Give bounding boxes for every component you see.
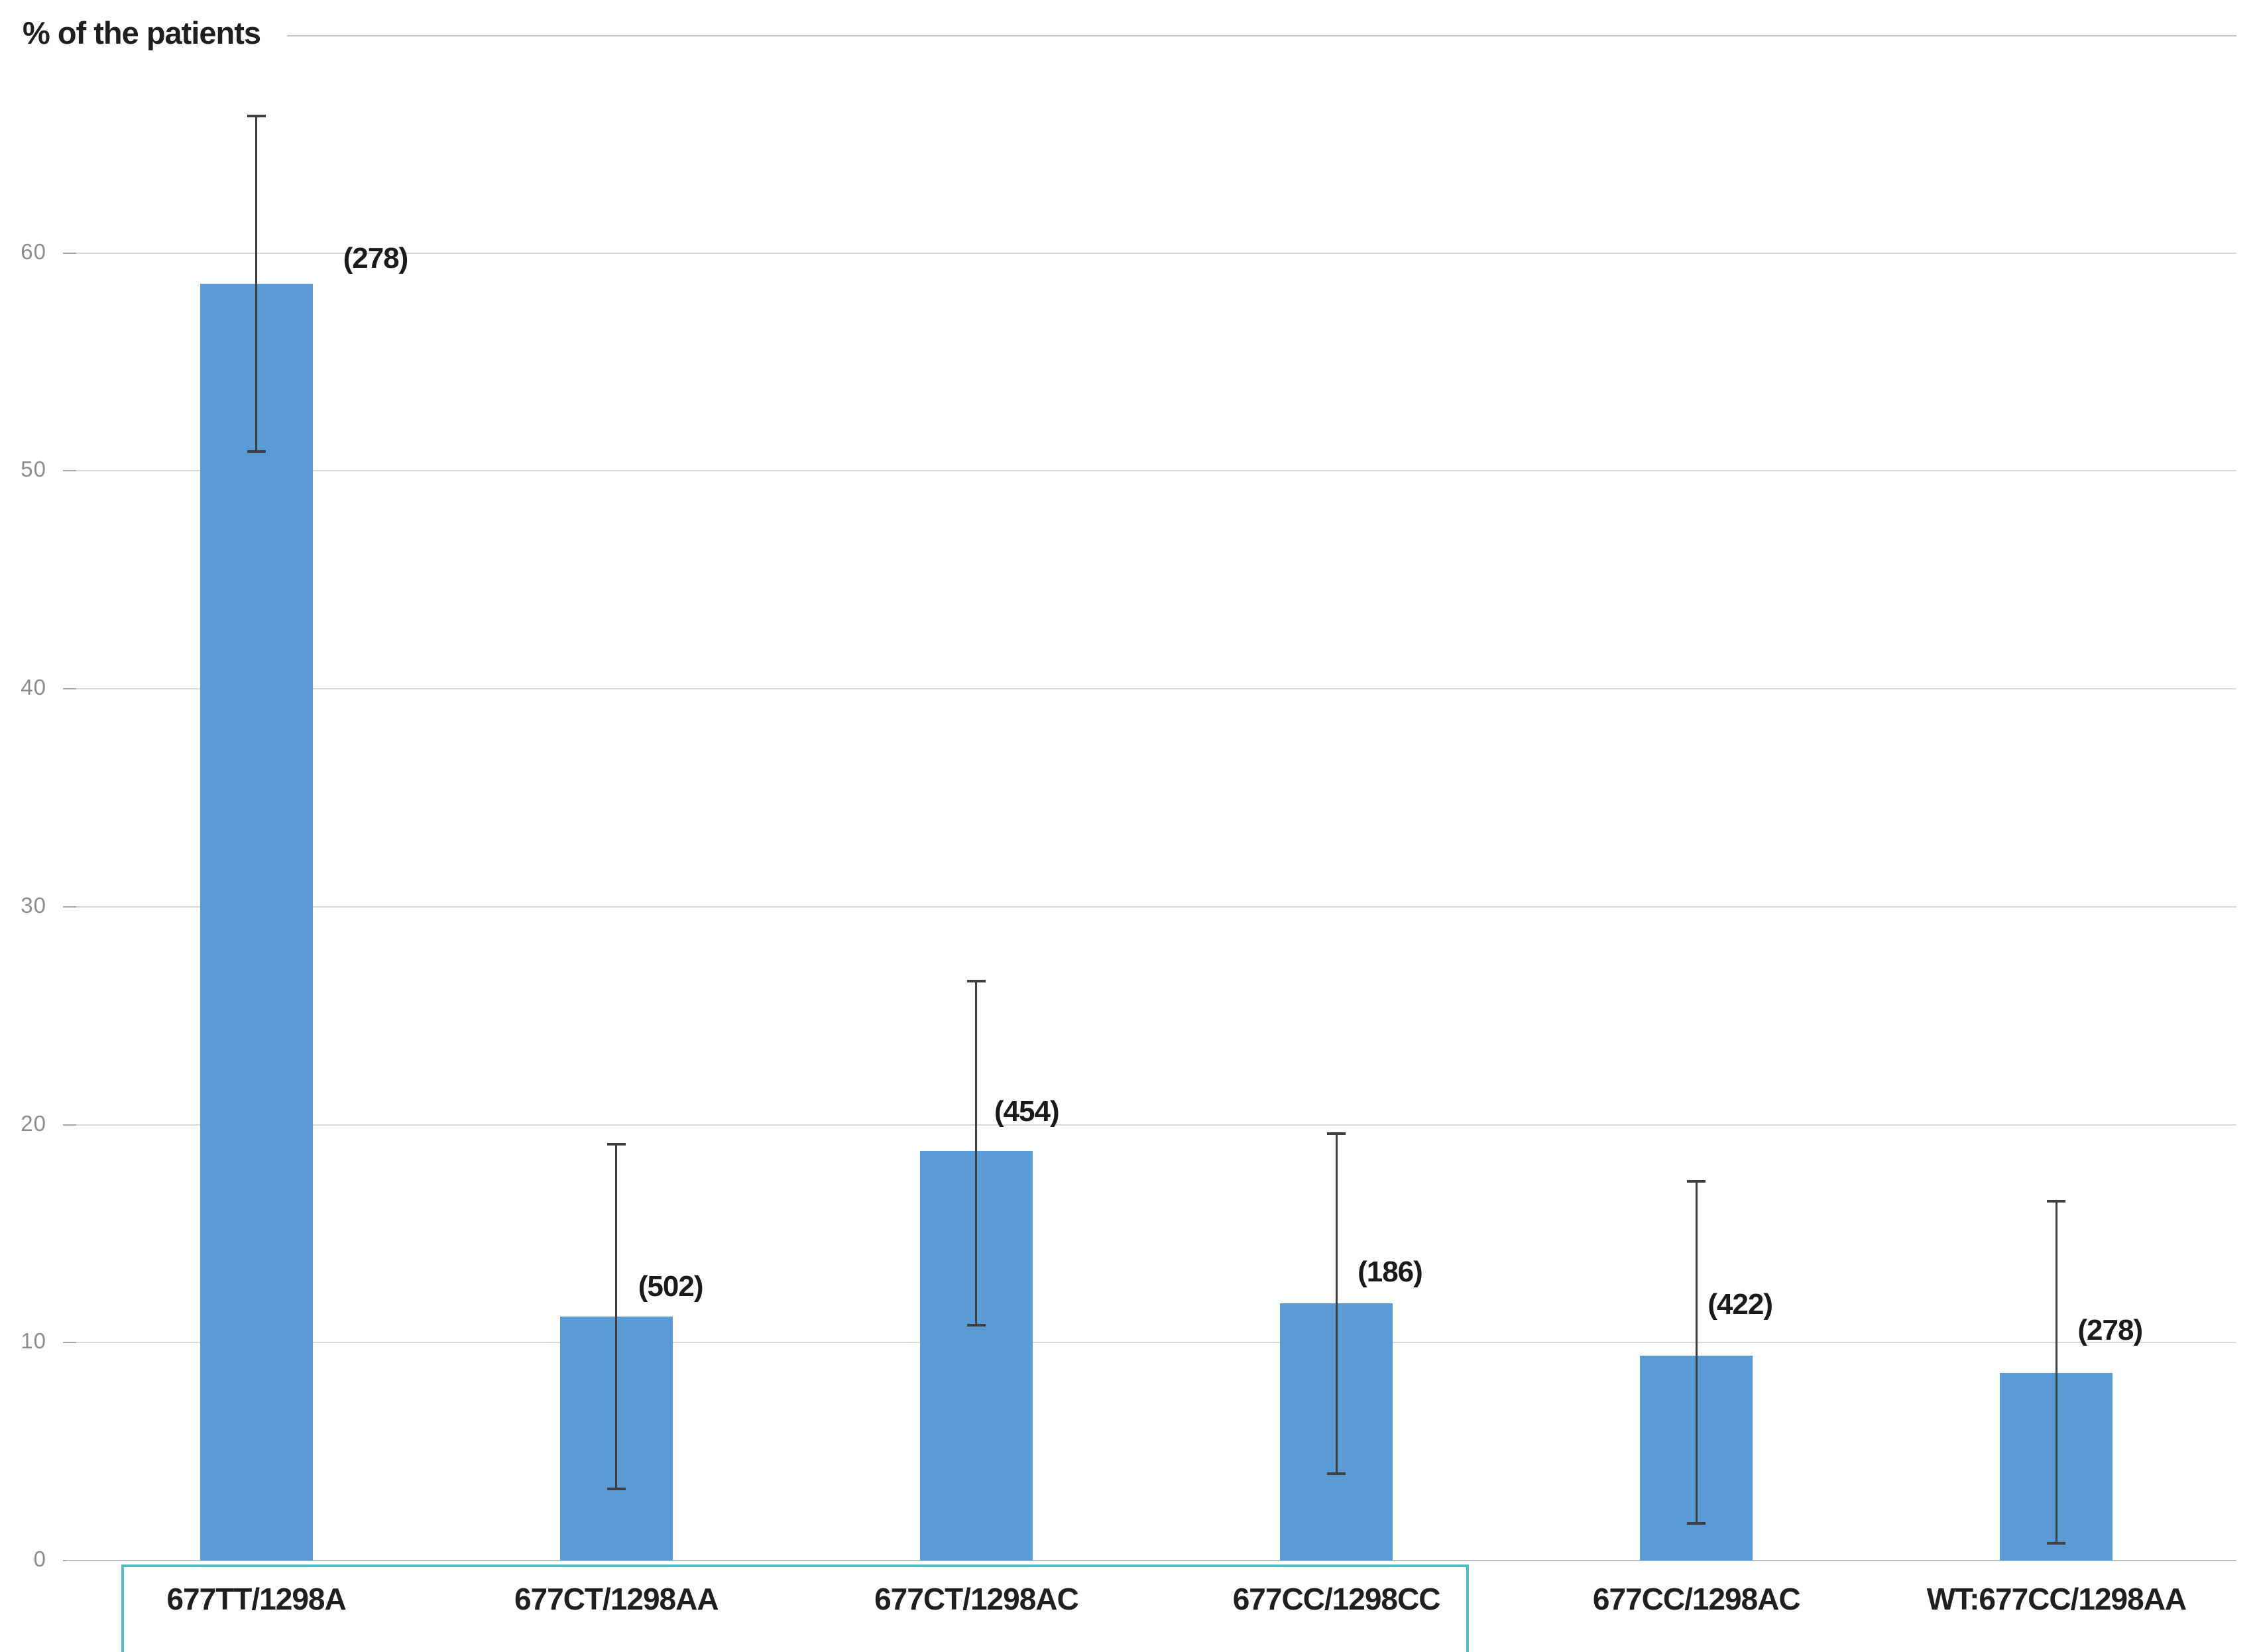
x-category-label: 677CC/1298CC	[1232, 1582, 1441, 1616]
y-tick-label: 40	[21, 675, 46, 700]
x-axis-line	[66, 1560, 2236, 1561]
y-axis-tickmark	[63, 906, 76, 908]
bar-count-label: (502)	[638, 1269, 704, 1303]
error-bar-cap-top	[966, 979, 986, 982]
gridline	[76, 1342, 2236, 1344]
y-tick-label: 60	[21, 239, 46, 264]
error-bar-cap-bottom	[1687, 1522, 1706, 1525]
x-category-label: 677TT/1298A	[166, 1582, 346, 1616]
gridline	[76, 252, 2236, 254]
error-bar-cap-top	[247, 114, 266, 117]
error-bar-stem	[255, 115, 258, 451]
y-axis-tickmark	[63, 1124, 76, 1126]
y-tick-label: 50	[21, 457, 46, 482]
y-tick-label: 0	[33, 1547, 46, 1571]
error-bar-cap-bottom	[1327, 1472, 1346, 1475]
gridline	[76, 906, 2236, 908]
gridline	[76, 688, 2236, 690]
bar-count-label: (278)	[343, 241, 409, 274]
bar-count-label: (454)	[994, 1095, 1060, 1128]
category-highlight-box	[121, 1564, 1469, 1652]
x-category-label: 677CT/1298AA	[514, 1582, 719, 1616]
error-bar-cap-bottom	[2047, 1541, 2066, 1545]
error-bar-stem	[2055, 1201, 2057, 1543]
y-axis-tickmark	[63, 252, 76, 254]
error-bar-cap-bottom	[966, 1323, 986, 1327]
error-bar-stem	[975, 980, 978, 1325]
bar	[200, 283, 313, 1561]
bar-count-label: (278)	[2077, 1314, 2143, 1347]
y-axis-tickmark	[63, 470, 76, 472]
gridline	[76, 470, 2236, 472]
bar-count-label: (422)	[1708, 1288, 1773, 1321]
error-bar-cap-top	[2047, 1199, 2066, 1203]
error-bar-cap-bottom	[247, 449, 266, 453]
x-category-label: WT:677CC/1298AA	[1926, 1582, 2187, 1616]
y-tick-label: 30	[21, 892, 46, 917]
error-bar-stem	[1335, 1133, 1338, 1474]
error-bar-cap-top	[1327, 1132, 1346, 1135]
y-axis-tickmark	[63, 688, 76, 690]
x-category-label: 677CC/1298AC	[1592, 1582, 1801, 1616]
error-bar-stem	[615, 1144, 618, 1489]
bar-count-label: (186)	[1358, 1256, 1423, 1289]
y-tick-label: 20	[21, 1110, 46, 1136]
error-bar-cap-top	[1687, 1180, 1706, 1183]
error-bar-cap-bottom	[607, 1487, 626, 1490]
plot-top-border	[76, 35, 2236, 36]
y-tick-label: 10	[21, 1328, 46, 1354]
x-category-label: 677CT/1298AC	[874, 1582, 1079, 1616]
y-axis-title: % of the patients	[17, 11, 288, 58]
error-bar-stem	[1695, 1181, 1698, 1524]
gridline	[76, 1124, 2236, 1126]
y-axis-tickmark	[63, 1342, 76, 1344]
error-bar-cap-top	[607, 1143, 626, 1146]
